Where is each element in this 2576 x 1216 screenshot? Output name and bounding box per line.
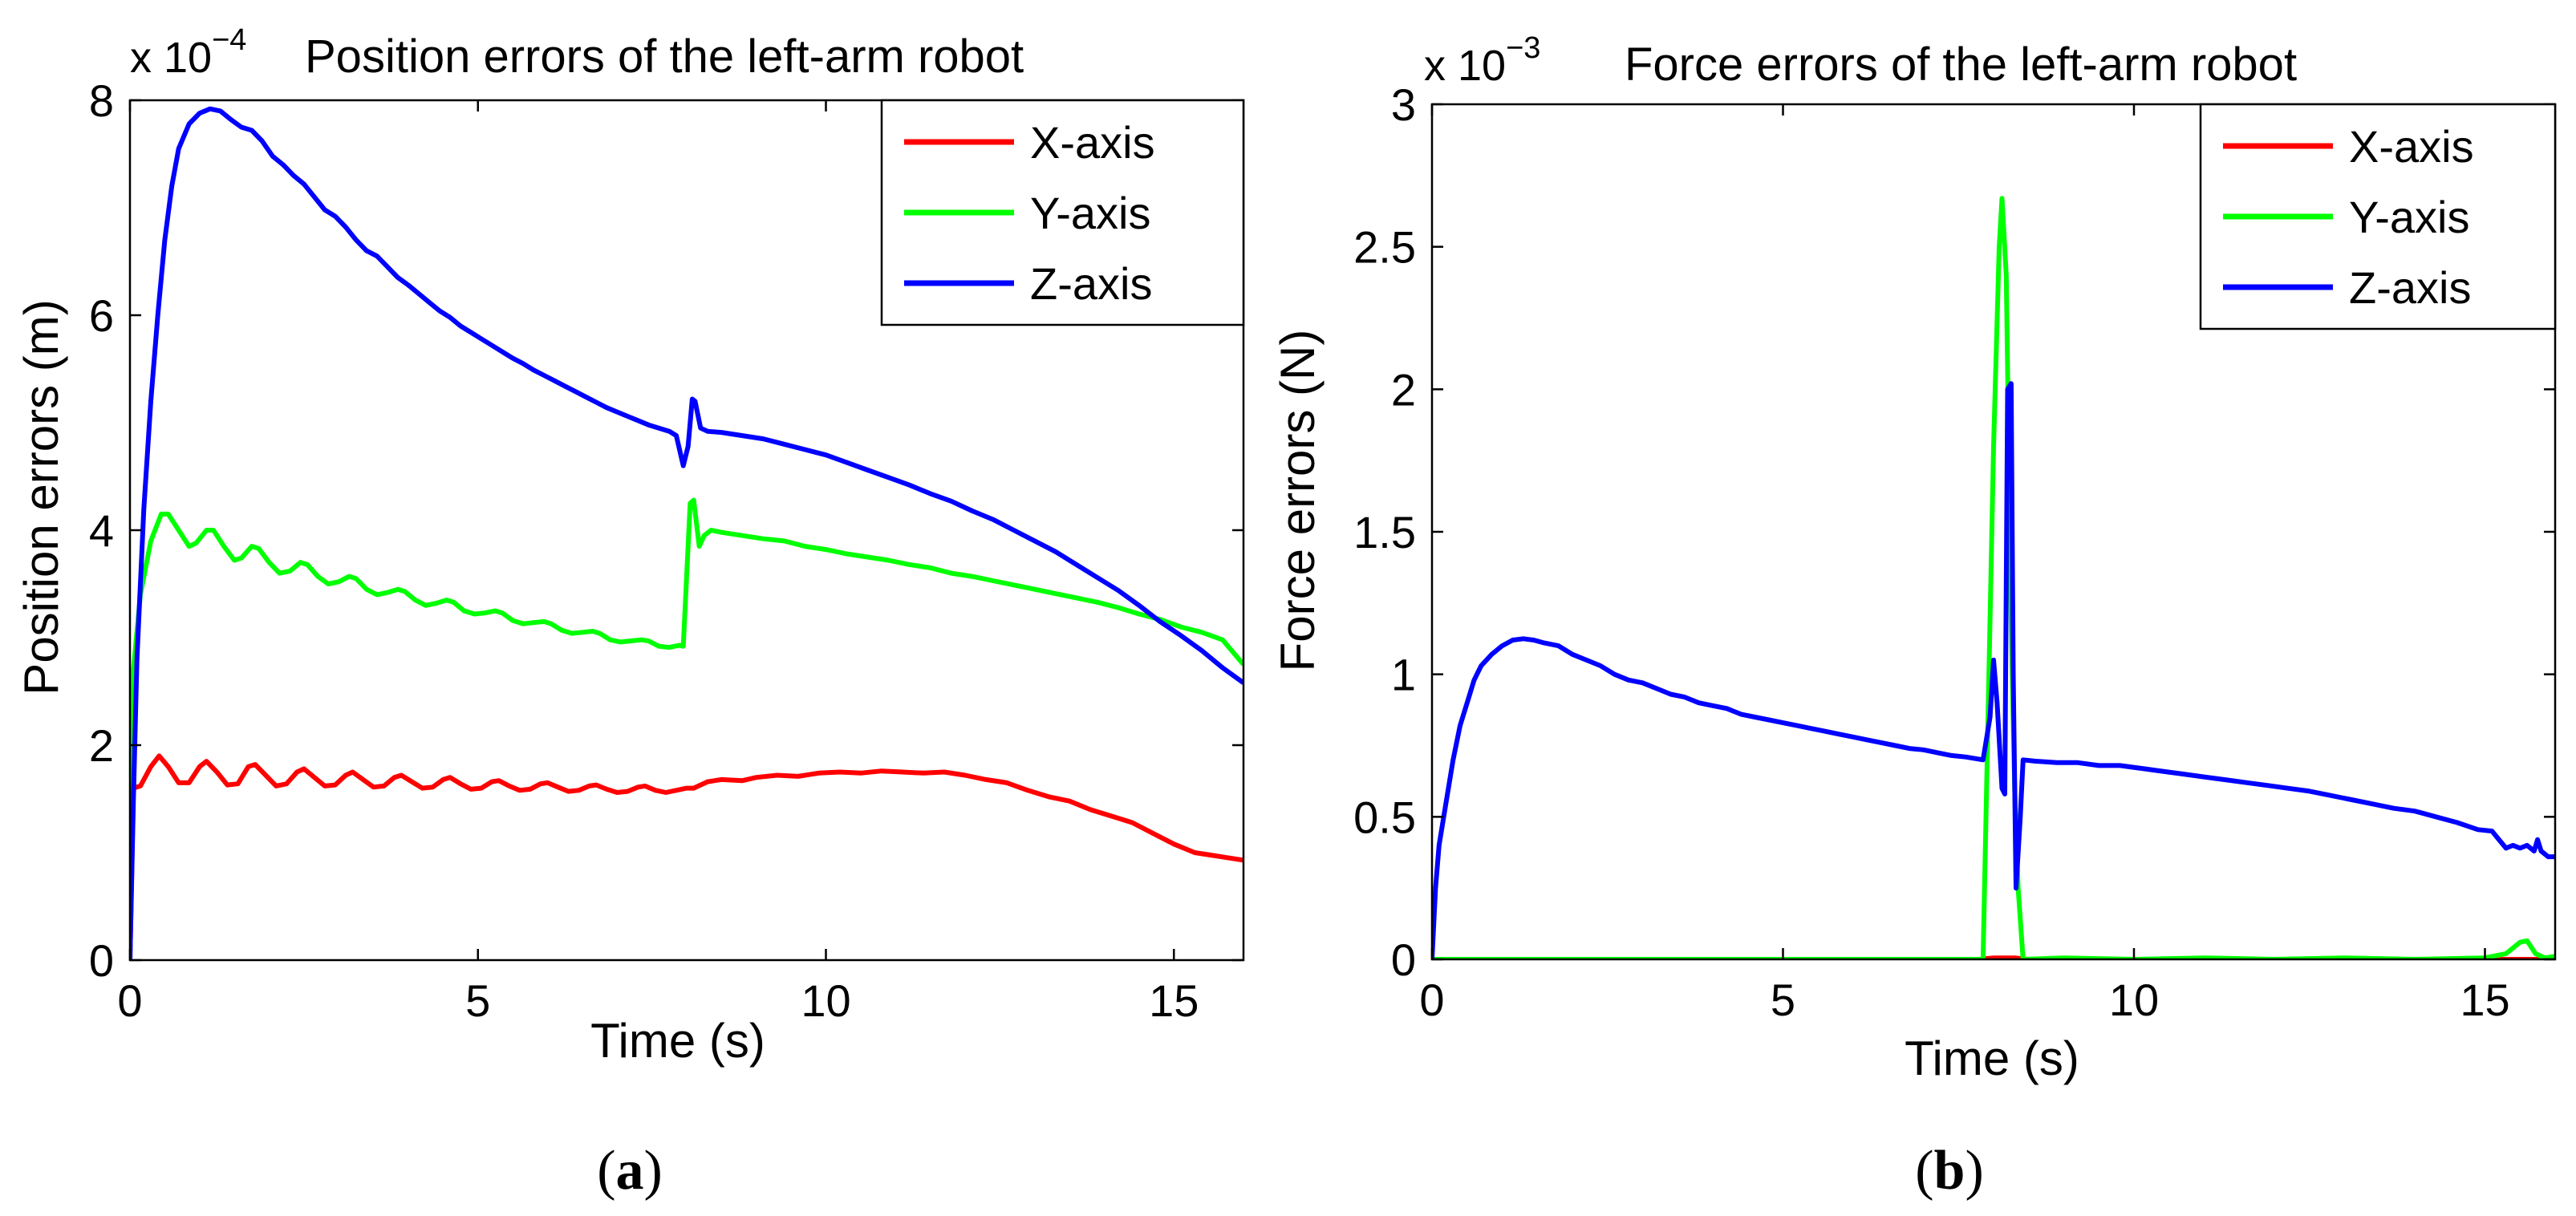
y-tick-label: 0.5 <box>1353 792 1416 842</box>
legend-entry: X-axis <box>2349 121 2474 172</box>
legend: X-axis Y-axis Z-axis <box>880 99 1245 326</box>
legend-entry: X-axis <box>1030 117 1155 168</box>
y-exponent-a: x 10−4 <box>130 23 246 82</box>
x-axis-label-b: Time (s) <box>1905 1032 2079 1085</box>
x-tick-label: 5 <box>1771 975 1795 1025</box>
chart-title-b: Force errors of the left-arm robot <box>1625 39 2297 91</box>
y-tick-label: 8 <box>89 75 114 126</box>
legend-entry: Z-axis <box>2349 262 2471 313</box>
x-tick-label: 5 <box>465 975 490 1026</box>
series-line-x-axis <box>1432 955 2555 959</box>
y-axis-label-a: Position errors (m) <box>14 299 68 695</box>
x-tick-label: 0 <box>1419 975 1444 1025</box>
x-tick-label: 15 <box>1149 975 1199 1026</box>
legend-entry: Y-axis <box>1030 188 1150 238</box>
chart-title-a: Position errors of the left-arm robot <box>305 30 1024 83</box>
x-tick-label: 0 <box>117 975 142 1026</box>
y-tick-label: 3 <box>1391 79 1416 130</box>
y-exponent-b: x 10−3 <box>1424 31 1540 90</box>
x-axis-label-a: Time (s) <box>590 1014 765 1068</box>
y-tick-label: 0 <box>1391 934 1416 985</box>
y-tick-label: 2.5 <box>1353 222 1416 273</box>
chart-panel-a: x 10−4 Position errors of the left-arm r… <box>14 23 1245 1202</box>
y-tick-label: 2 <box>1391 364 1416 415</box>
y-tick-label: 1.5 <box>1353 507 1416 557</box>
y-tick-label: 2 <box>89 720 114 771</box>
series-line-z-axis <box>130 106 1243 960</box>
series-line-x-axis <box>130 753 1243 960</box>
legend-entry: Y-axis <box>2349 192 2469 242</box>
series-group <box>130 106 1243 960</box>
legend: X-axis Y-axis Z-axis <box>2199 103 2557 330</box>
panel-label-a: (a) <box>597 1140 663 1202</box>
series-line-y-axis <box>130 497 1243 960</box>
y-tick-label: 1 <box>1391 650 1416 700</box>
series-line-z-axis <box>1432 381 2555 959</box>
x-tick-label: 10 <box>2109 975 2159 1025</box>
y-tick-label: 0 <box>89 935 114 986</box>
y-tick-label: 6 <box>89 290 114 341</box>
x-tick-label: 10 <box>801 975 850 1026</box>
panel-label-b: (b) <box>1915 1140 1984 1202</box>
y-tick-label: 4 <box>89 505 114 556</box>
legend-entry: Z-axis <box>1030 258 1152 309</box>
x-tick-label: 15 <box>2460 975 2509 1025</box>
chart-panel-b: x 10−3 Force errors of the left-arm robo… <box>1271 31 2557 1202</box>
y-axis-label-b: Force errors (N) <box>1271 330 1325 672</box>
